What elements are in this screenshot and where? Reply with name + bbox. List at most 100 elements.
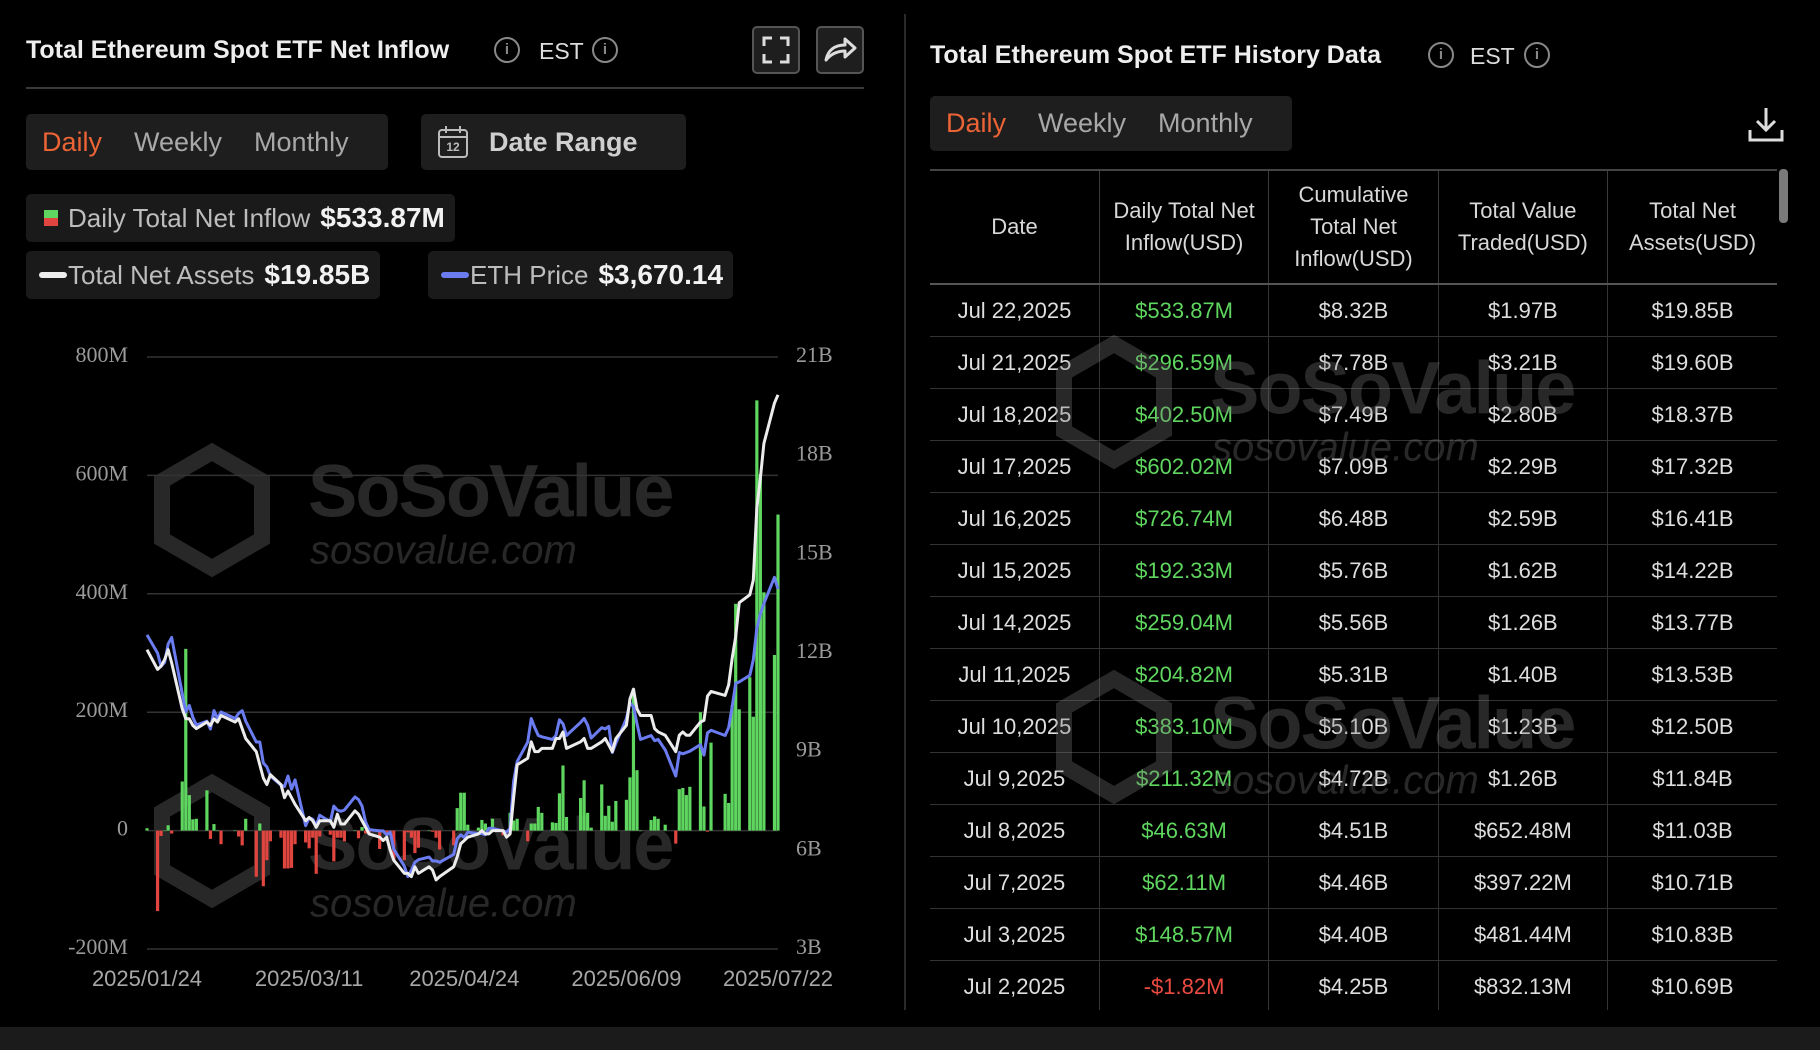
table-cell: $8.32B — [1268, 283, 1439, 337]
period-tabs[interactable]: Daily Weekly Monthly — [930, 96, 1292, 151]
legend-item[interactable]: Total Net Assets $19.85B — [26, 251, 381, 299]
table-container: Date Daily Total Net Inflow(USD) Cumulativ… — [930, 169, 1777, 1010]
table-cell: $832.13M — [1437, 960, 1609, 1010]
bar — [512, 820, 516, 831]
bar — [233, 830, 237, 832]
bar — [205, 790, 209, 831]
date-range-button[interactable]: 12 Date Range — [421, 114, 686, 170]
table-row[interactable]: Jul 11,2025 $204.82M $5.31B $1.40B $13.53B — [930, 648, 1777, 701]
table-row[interactable]: Jul 17,2025 $602.02M $7.09B $2.29B $17.32B — [930, 440, 1777, 493]
bar — [751, 716, 755, 831]
table-cell: $2.29B — [1437, 440, 1609, 493]
table-cell: $14.22B — [1607, 544, 1777, 597]
table-cell: $397.22M — [1437, 856, 1609, 909]
bar — [293, 830, 297, 845]
tab[interactable]: Monthly — [254, 126, 349, 157]
bar — [212, 824, 216, 831]
legend-swatch — [441, 272, 469, 278]
tab[interactable]: Daily — [946, 108, 1007, 138]
bar — [737, 709, 741, 831]
table-cell: $7.78B — [1268, 336, 1439, 389]
legend-item[interactable]: Daily Total Net Inflow $533.87M — [26, 194, 455, 242]
bar — [776, 514, 780, 831]
bar — [730, 705, 734, 831]
table-cell: $17.32B — [1607, 440, 1777, 493]
bar — [748, 677, 752, 831]
bar — [702, 806, 706, 831]
table-cell: $4.25B — [1268, 960, 1439, 1010]
table-row[interactable]: Jul 8,2025 $46.63M $4.51B $652.48M $11.03B — [930, 804, 1777, 857]
bar — [378, 830, 382, 849]
chart: SoSoValue sosovalue.com SoSoValue sosova… — [68, 342, 833, 991]
legend-label: Total Net Assets — [68, 259, 255, 290]
table-cell: $3.21B — [1437, 336, 1609, 389]
info-icon[interactable]: i — [1524, 42, 1550, 68]
fullscreen-button[interactable] — [752, 26, 800, 74]
period-tabs[interactable]: Daily Weekly Monthly — [26, 114, 388, 170]
tab[interactable]: Weekly — [1038, 108, 1127, 138]
bar — [533, 823, 537, 831]
bar — [480, 819, 484, 831]
bar — [483, 823, 488, 831]
table-cell: $7.49B — [1268, 388, 1439, 441]
tab[interactable]: Weekly — [134, 126, 223, 157]
info-icon[interactable]: i — [1428, 42, 1454, 68]
scrollbar[interactable] — [1779, 169, 1788, 223]
bar — [734, 603, 738, 831]
tab[interactable]: Monthly — [1158, 108, 1253, 138]
bar — [589, 827, 593, 831]
legend-label: Daily Total Net Inflow — [68, 202, 311, 233]
table-cell: $481.44M — [1437, 908, 1609, 961]
table-cell: Jul 7,2025 — [930, 856, 1100, 909]
table-cell: Jul 14,2025 — [930, 596, 1100, 649]
table-row[interactable]: Jul 7,2025 $62.11M $4.46B $397.22M $10.71B — [930, 856, 1777, 909]
legend-label: ETH Price — [470, 259, 589, 290]
bar — [170, 830, 174, 834]
table-cell: Jul 16,2025 — [930, 492, 1100, 545]
table-cell: $1.23B — [1437, 700, 1609, 753]
bar — [452, 830, 456, 846]
table-row[interactable]: Jul 10,2025 $383.10M $5.10B $1.23B $12.50B — [930, 700, 1777, 753]
table-row[interactable]: Jul 22,2025 $533.87M $8.32B $1.97B $19.85B — [930, 283, 1777, 337]
table-row[interactable]: Jul 3,2025 $148.57M $4.40B $481.44M $10.83B — [930, 908, 1777, 961]
tab[interactable]: Daily — [42, 126, 103, 157]
table-row[interactable]: Jul 16,2025 $726.74M $6.48B $2.59B $16.41B — [930, 492, 1777, 545]
y2-tick-label: 12B — [796, 638, 833, 663]
y2-tick-label: 3B — [796, 934, 822, 959]
table-cell: $402.50M — [1098, 388, 1270, 441]
bar — [332, 830, 336, 862]
bar — [339, 830, 343, 838]
table-row[interactable]: Jul 2,2025 -$1.82M $4.25B $832.13M $10.69B — [930, 960, 1777, 1010]
bar — [578, 798, 583, 831]
legend-item[interactable]: ETH Price $3,670.14 — [428, 251, 734, 299]
table-row[interactable]: Jul 18,2025 $402.50M $7.49B $2.80B $18.37B — [930, 388, 1777, 441]
table-row[interactable]: Jul 9,2025 $211.32M $4.72B $1.26B $11.84B — [930, 752, 1777, 805]
bar — [663, 824, 667, 831]
y-tick-label: 800M — [75, 342, 128, 367]
bar — [289, 830, 294, 868]
y-tick-label: -200M — [68, 934, 128, 959]
table-row[interactable]: Jul 15,2025 $192.33M $5.76B $1.62B $14.22B — [930, 544, 1777, 597]
table-cell: $1.26B — [1437, 596, 1609, 649]
bar — [653, 816, 657, 831]
table-title: Total Ethereum Spot ETF History Data — [930, 41, 1381, 69]
info-icon[interactable]: i — [592, 37, 618, 63]
x-tick-label: 2025/04/24 — [409, 966, 519, 991]
watermark-site: sosovalue.com — [310, 529, 577, 573]
bar — [409, 830, 413, 838]
download-button[interactable] — [1746, 104, 1786, 144]
share-button[interactable] — [816, 26, 864, 74]
table-row[interactable]: Jul 21,2025 $296.59M $7.78B $3.21B $19.60B — [930, 336, 1777, 389]
bar — [286, 830, 290, 869]
table-cell: $46.63M — [1098, 804, 1270, 857]
bar — [265, 830, 269, 861]
svg-text:12: 12 — [446, 140, 460, 154]
table-row[interactable]: Jul 14,2025 $259.04M $5.56B $1.26B $13.77B — [930, 596, 1777, 649]
bar — [191, 819, 195, 831]
info-icon[interactable]: i — [494, 37, 520, 63]
calendar-icon: 12 — [438, 126, 468, 158]
y-tick-label: 600M — [75, 460, 128, 485]
bar — [462, 792, 466, 831]
table-cell: $652.48M — [1437, 804, 1609, 857]
table-cell: $10.71B — [1607, 856, 1777, 909]
